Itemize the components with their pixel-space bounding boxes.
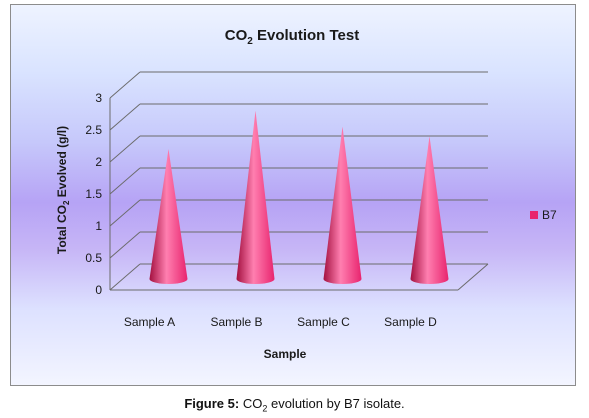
chart-title-prefix: CO — [225, 27, 248, 44]
y-axis-label-suffix: Evolved (g/l) — [55, 126, 69, 201]
y-axis-label: Total CO2 Evolved (g/l) — [55, 126, 71, 254]
y-tick-label: 0 — [95, 283, 102, 297]
y-tick-label: 1 — [95, 219, 102, 233]
chart-area — [10, 4, 576, 386]
y-tick-label: 3 — [95, 91, 102, 105]
y-axis-label-subscript: 2 — [62, 200, 71, 205]
cone-bar — [323, 126, 362, 284]
chart-title-suffix: Evolution Test — [253, 27, 359, 44]
y-tick-label: 2.5 — [85, 123, 102, 137]
caption-subscript: 2 — [262, 403, 268, 414]
x-tick-label: Sample D — [384, 315, 437, 329]
legend-label: B7 — [542, 208, 557, 222]
floor-edge-line — [457, 263, 489, 291]
gridline-diagonal — [109, 263, 141, 291]
x-tick-label: Sample A — [124, 315, 175, 329]
cone-bar — [410, 136, 449, 284]
y-tick-label: 2 — [95, 155, 102, 169]
caption-label: Figure 5: — [184, 396, 240, 411]
y-tick-label: 1.5 — [85, 187, 102, 201]
gridline-diagonal — [109, 231, 141, 259]
caption-text-before: CO — [239, 396, 263, 411]
y-axis-label-prefix: Total CO — [55, 205, 69, 254]
x-axis-label: Sample — [264, 347, 307, 361]
cone-series — [149, 110, 449, 284]
caption-text-after: evolution by B7 isolate. — [267, 396, 405, 411]
gridline-diagonal — [109, 199, 141, 227]
figure-caption: Figure 5: CO2 evolution by B7 isolate. — [0, 396, 589, 414]
gridline-diagonal — [109, 135, 141, 163]
chart-title-subscript: 2 — [247, 36, 253, 47]
x-tick-label: Sample B — [210, 315, 262, 329]
x-tick-label: Sample C — [297, 315, 350, 329]
gridline-diagonal — [109, 71, 141, 99]
legend-swatch — [530, 211, 538, 219]
cone-bar — [236, 110, 275, 284]
chart-title: CO2 Evolution Test — [225, 27, 359, 47]
gridline-diagonal — [109, 103, 141, 131]
y-axis-ticks: 0 0.5 1 1.5 2 2.5 3 — [85, 91, 102, 297]
x-axis-ticks: Sample A Sample B Sample C Sample D — [124, 315, 437, 329]
cone-bar — [149, 149, 188, 284]
y-tick-label: 0.5 — [85, 251, 102, 265]
legend: B7 — [530, 208, 557, 222]
gridline-diagonal — [109, 167, 141, 195]
